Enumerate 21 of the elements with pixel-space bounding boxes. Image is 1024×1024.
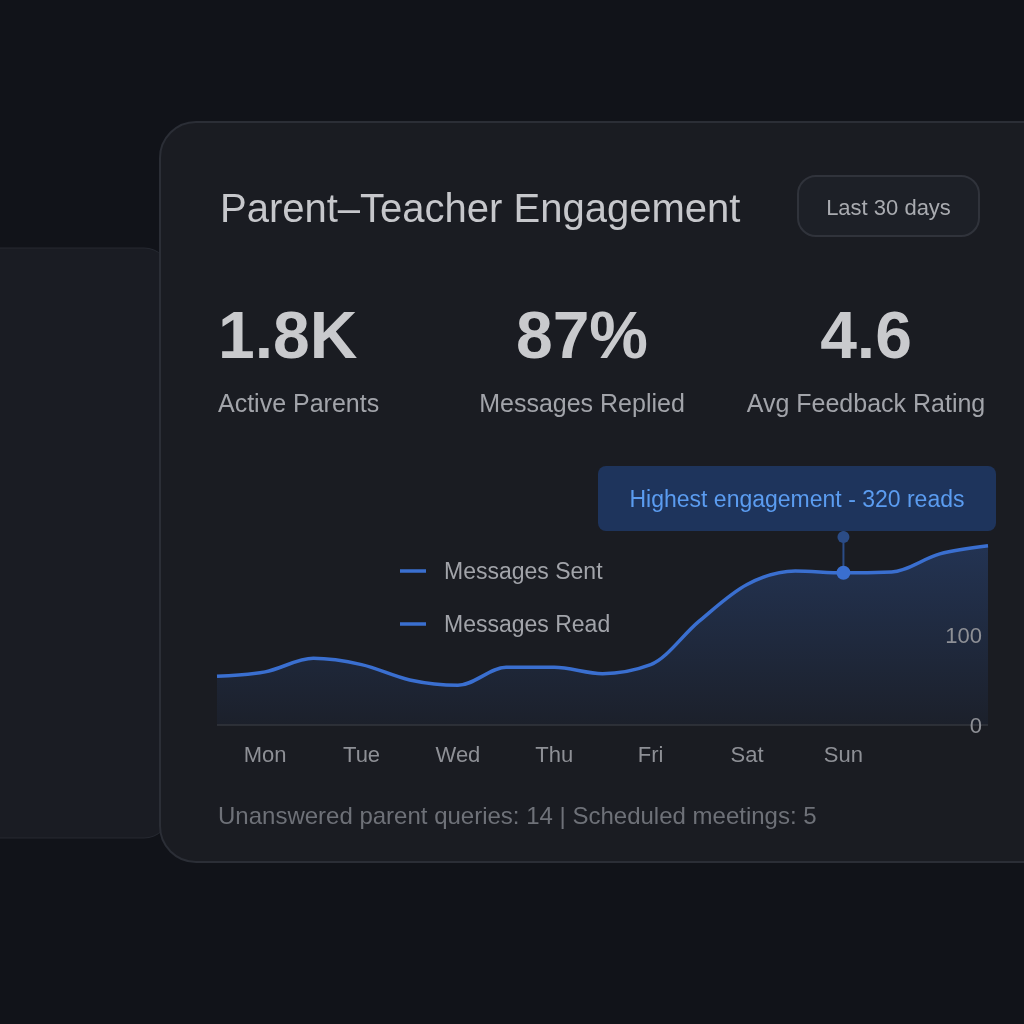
y-tick-label: 100: [945, 622, 982, 648]
x-tick-label: Sun: [823, 742, 864, 767]
x-tick-label: Fri: [637, 742, 664, 767]
annotation: 4.6: [820, 298, 912, 372]
text: Last 30 days: [826, 195, 951, 220]
legend-label: Messages Sent: [444, 558, 604, 585]
x-tick-label: Tue: [343, 742, 381, 767]
x-tick-label: Wed: [435, 742, 481, 767]
annotation: Highest engagement - 320 reads: [629, 486, 965, 513]
text: Parent–Teacher Engagement: [220, 186, 741, 230]
x-tick-label: Mon: [243, 742, 287, 767]
text: Unanswered parent queries: 14 | Scheduled meetings: 5: [218, 802, 817, 829]
annotation: Active Parents: [218, 389, 380, 417]
annotation: 1.8K: [218, 298, 358, 372]
annotation: Messages Replied: [479, 389, 685, 417]
x-tick-label: Thu: [535, 742, 574, 767]
legend-label: Messages Read: [444, 611, 611, 638]
y-tick-label: 0: [969, 712, 982, 738]
x-tick-label: Sat: [730, 742, 764, 767]
annotation: 87%: [515, 298, 649, 372]
annotation: Avg Feedback Rating: [746, 389, 986, 417]
